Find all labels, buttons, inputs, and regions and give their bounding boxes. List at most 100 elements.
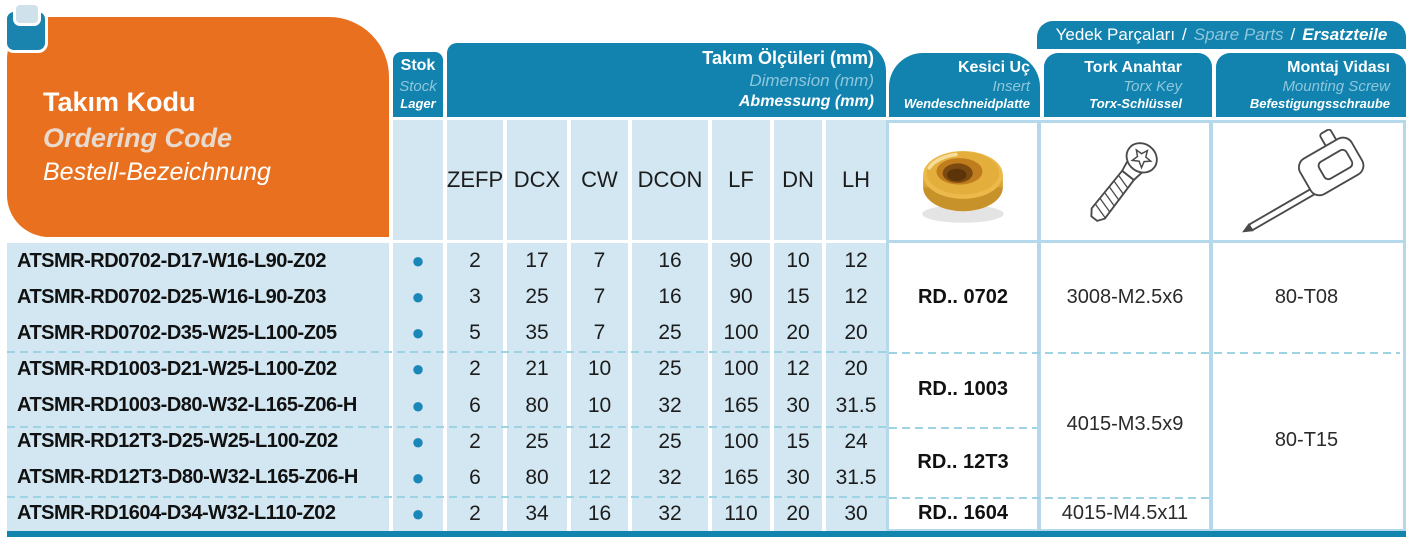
dimension-column-labels: ZEFP DCX CW DCON LF DN LH	[393, 120, 886, 240]
dim-cell: 80	[507, 387, 567, 424]
dimensions-header: Takım Ölçüleri (mm) Dimension (mm) Abmes…	[447, 43, 886, 117]
dim-cell: 165	[712, 459, 770, 496]
spare-parts-en: Spare Parts	[1193, 25, 1284, 44]
dim-cell: 32	[632, 387, 708, 424]
torx-key-value: 3008-M2.5x6	[1066, 286, 1184, 308]
stock-header-tr: Stok	[400, 56, 436, 74]
stock-dot: ●	[411, 248, 425, 274]
dim-cell: 30	[774, 387, 822, 424]
dim-cell: 17	[507, 243, 567, 280]
group-separator	[7, 426, 886, 428]
separator: /	[1182, 25, 1187, 44]
column-label-dcon: DCON	[632, 120, 708, 240]
insert-image-cell	[889, 123, 1037, 240]
group-separator	[7, 351, 886, 353]
insert-header-tr: Kesici Uç	[957, 59, 1030, 77]
ordering-code-cell: ATSMR-RD0702-D25-W16-L90-Z03	[7, 279, 389, 316]
mounting-screw-value: 80-T15	[1274, 429, 1339, 451]
dim-cell: 110	[712, 495, 770, 532]
dim-cell: 31.5	[826, 387, 886, 424]
group-separator	[889, 427, 1037, 429]
stock-header: Stok Stock Lager	[393, 52, 443, 117]
column-divider	[1209, 123, 1213, 529]
stock-header-en: Stock	[399, 77, 437, 95]
dimensions-header-en: Dimension (mm)	[749, 71, 874, 91]
column-label-cw: CW	[571, 120, 628, 240]
stock-dot: ●	[411, 500, 425, 526]
ordering-code-cell: ATSMR-RD0702-D17-W16-L90-Z02	[7, 243, 389, 280]
dim-cell: 2	[447, 351, 503, 388]
spare-parts-header: Yedek Parçaları / Spare Parts / Ersatzte…	[1037, 21, 1406, 49]
group-separator	[7, 496, 886, 498]
dim-cell: 20	[826, 315, 886, 352]
column-label-lh: LH	[826, 120, 886, 240]
stock-cell: ●	[393, 315, 443, 352]
column-label-dn: DN	[774, 120, 822, 240]
stock-column-spacer	[393, 120, 443, 240]
stock-cell: ●	[393, 459, 443, 496]
dim-cell: 25	[632, 315, 708, 352]
stock-dot: ●	[411, 320, 425, 346]
table-bottom-bar	[7, 531, 1406, 537]
ordering-code-cell: ATSMR-RD1003-D80-W32-L165-Z06-H	[7, 387, 389, 424]
dim-cell: 25	[632, 423, 708, 460]
dim-cell: 10	[571, 351, 628, 388]
torx-key-value: 4015-M3.5x9	[1066, 413, 1184, 435]
stock-cell: ●	[393, 387, 443, 424]
torx-key-header-tr: Tork Anahtar	[1084, 59, 1182, 77]
dim-cell: 12	[826, 243, 886, 280]
group-separator	[889, 352, 1400, 354]
round-insert-photo	[922, 150, 1004, 223]
insert-header-en: Insert	[992, 77, 1030, 95]
dim-cell: 30	[826, 495, 886, 532]
dim-cell: 5	[447, 315, 503, 352]
torx-key-header: Tork Anahtar Torx Key Torx-Schlüssel	[1044, 53, 1212, 117]
stock-dot: ●	[411, 392, 425, 418]
dim-cell: 7	[571, 315, 628, 352]
dim-cell: 100	[712, 315, 770, 352]
stock-cell: ●	[393, 279, 443, 316]
insert-group-value: RD.. 1604	[917, 501, 1009, 524]
ordering-code-cell: ATSMR-RD1003-D21-W25-L100-Z02	[7, 351, 389, 388]
column-label-zefp: ZEFP	[447, 120, 503, 240]
torx-key-value: 4015-M4.5x11	[1061, 501, 1189, 524]
stock-header-de: Lager	[400, 96, 436, 112]
dim-cell: 25	[632, 351, 708, 388]
stock-dot: ●	[411, 356, 425, 382]
stock-cell: ●	[393, 495, 443, 532]
dim-cell: 32	[632, 459, 708, 496]
dimensions-header-de: Abmessung (mm)	[738, 93, 874, 111]
row-divider	[889, 240, 1403, 243]
dim-cell: 16	[632, 243, 708, 280]
dim-cell: 12	[826, 279, 886, 316]
torx-key-header-en: Torx Key	[1123, 77, 1182, 95]
dim-cell: 20	[774, 315, 822, 352]
insert-header-de: Wendeschneidplatte	[903, 95, 1030, 111]
dim-cell: 15	[774, 279, 822, 316]
ordering-code-title-en: Ordering Code	[43, 122, 233, 153]
dim-cell: 12	[571, 459, 628, 496]
ordering-code-header: Takım Kodu Ordering Code Bestell-Bezeich…	[7, 17, 389, 237]
dim-cell: 6	[447, 459, 503, 496]
dim-cell: 2	[447, 243, 503, 280]
spare-parts-tr: Yedek Parçaları	[1055, 25, 1176, 44]
stock-cell: ●	[393, 423, 443, 460]
dim-cell: 20	[774, 495, 822, 532]
mounting-screw-header: Montaj Vidası Mounting Screw Befestigung…	[1216, 53, 1406, 117]
stock-dot: ●	[411, 284, 425, 310]
stock-dot: ●	[411, 464, 425, 490]
torx-key-header-de: Torx-Schlüssel	[1089, 95, 1182, 111]
dim-cell: 80	[507, 459, 567, 496]
torx-screw-image-cell	[1041, 123, 1209, 240]
dim-cell: 10	[571, 387, 628, 424]
mounting-screw-value: 80-T08	[1274, 286, 1339, 308]
dim-cell: 90	[712, 279, 770, 316]
dim-cell: 12	[774, 351, 822, 388]
dim-cell: 35	[507, 315, 567, 352]
dim-cell: 7	[571, 279, 628, 316]
spare-parts-section: RD.. 0702 RD.. 1003 RD.. 12T3 RD.. 1604 …	[886, 120, 1406, 532]
insert-group-value: RD.. 1003	[917, 378, 1009, 400]
torx-key-drawing	[1241, 128, 1364, 232]
insert-group-value: RD.. 0702	[917, 286, 1009, 308]
dim-cell: 34	[507, 495, 567, 532]
